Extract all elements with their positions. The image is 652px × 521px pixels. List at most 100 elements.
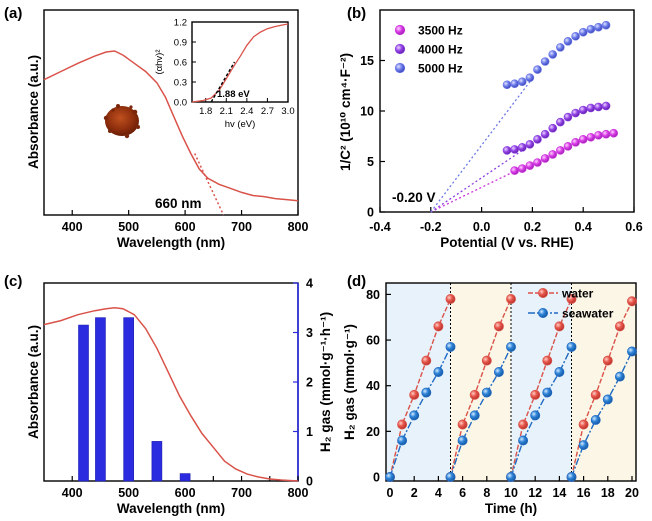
panel-d-legend-label: seawater: [562, 307, 614, 321]
inset-y-ticks: 0.0 0.3 0.6 0.9 1.2: [174, 18, 196, 109]
panel-d-x-tick-label: 12: [528, 486, 542, 500]
panel-d-x-tick-label: 0: [387, 486, 394, 500]
panel-a-x-tick-label: 500: [118, 220, 139, 234]
panel-d: (d) 0 2 4 6 8 10 12 14 16 18 20 0 20 40 60 80 Time (h)…: [342, 273, 639, 516]
inset-y-label: (αhv)²: [154, 49, 165, 74]
panel-b-x-label: Potential (V vs. RHE): [440, 235, 574, 250]
panel-d-data-point: [506, 472, 516, 482]
panel-c-right-y-tick-label: 1: [306, 425, 313, 439]
panel-b-data-points: [502, 20, 618, 175]
panel-b-data-point: [571, 138, 580, 147]
panel-c-right-y-ticks: 0 1 2 3 4: [293, 277, 313, 489]
panel-c-x-tick-label: 400: [62, 486, 83, 500]
panel-d-legend-marker: [538, 288, 548, 298]
panel-b-y-label: 1/C² (10¹⁰ cm⁴·F⁻²): [338, 53, 353, 171]
panel-b-fit-lines: [430, 81, 531, 213]
panel-c-absorbance-line: [43, 307, 299, 482]
panel-d-data-point: [554, 321, 565, 332]
panel-b-data-point: [548, 123, 558, 133]
inset-x-tick-label: 2.7: [261, 106, 274, 117]
panel-b-label: (b): [347, 5, 366, 22]
panel-a-x-label: Wavelength (nm): [117, 235, 225, 250]
inset-y-tick-label: 0.6: [174, 58, 187, 69]
panel-d-data-point: [469, 410, 480, 421]
panel-d-y-tick-label: 20: [366, 425, 380, 439]
panel-d-data-point: [554, 367, 565, 377]
panel-c-right-y-tick-label: 4: [306, 277, 313, 291]
panel-a-inset: 1.8 2.1 2.4 2.7 3.0 0.00.30.60.91.2 hv (eV) …: [154, 18, 295, 131]
panel-b-data-point: [525, 73, 535, 82]
panel-d-data-point: [433, 367, 444, 377]
panel-d-x-tick-label: 6: [459, 486, 466, 500]
panel-d-x-tick-label: 20: [625, 486, 639, 500]
panel-b-data-point: [510, 145, 519, 154]
panel-b-legend-label: 4000 Hz: [418, 43, 463, 57]
panel-d-data-point: [566, 294, 577, 304]
panel-d-data-point: [445, 341, 456, 352]
panel-b-legend-marker: [394, 43, 406, 55]
panel-a-x-tick-label: 400: [62, 220, 83, 234]
panel-b-x-tick-label: 0.4: [575, 220, 592, 234]
panel-c-right-y-label: H₂ gas (mmol·g⁻¹·h⁻¹): [318, 312, 333, 452]
panel-a-absorbance-line: [43, 50, 299, 202]
panel-d-data-point: [385, 472, 395, 482]
panel-b-data-point: [601, 20, 611, 30]
panel-d-data-point: [530, 410, 541, 421]
panel-d-data-point: [518, 435, 529, 446]
panel-b-data-point: [563, 112, 573, 122]
panel-c-bar: [78, 324, 89, 482]
panel-b-legend: 3500 Hz 4000 Hz 5000 Hz: [394, 24, 463, 76]
panel-d-data-point: [578, 440, 589, 450]
panel-d-y-tick-label: 0: [373, 471, 380, 485]
panel-b-fit-line: [430, 167, 523, 213]
panel-d-data-point: [566, 472, 577, 482]
panel-d-data-point: [457, 419, 468, 430]
panel-d-data-point: [627, 296, 637, 307]
panel-c-bars: [78, 317, 191, 482]
panel-b-flatband-annotation: -0.20 V: [392, 190, 436, 205]
panel-b-data-point: [609, 128, 618, 138]
panel-d-series-line: [449, 298, 512, 478]
panel-b-x-tick-label: -0.2: [420, 220, 442, 234]
panel-d-legend-marker: [538, 308, 548, 318]
panel-b-y-tick-label: 0: [367, 206, 374, 220]
panel-b-data-point: [571, 108, 580, 118]
panel-d-series: [385, 294, 637, 482]
panel-b-legend-marker: [394, 62, 406, 74]
panel-b-y-ticks: 0 5 10 15: [360, 54, 385, 220]
panel-d-data-point: [530, 389, 541, 400]
panel-d-data-point: [614, 321, 625, 332]
panel-d-series-line: [510, 298, 573, 478]
panel-c-bar: [95, 317, 106, 482]
panel-b-data-point: [540, 57, 550, 66]
panel-b-data-point: [548, 150, 558, 159]
panel-c-label: (c): [4, 273, 22, 290]
panel-d-cycle-dividers: [450, 283, 572, 481]
panel-d-data-point: [469, 389, 480, 400]
panel-d-data-point: [506, 341, 516, 352]
panel-b-data-point: [586, 103, 596, 113]
panel-c-x-tick-label: 500: [118, 486, 139, 500]
panel-d-x-tick-label: 16: [577, 486, 591, 500]
panel-a-x-ticks: 400 500 600 700 800: [62, 210, 308, 234]
panel-b-x-ticks: -0.4 -0.2 0.0 0.2 0.4 0.6: [369, 207, 643, 234]
panel-d-data-point: [614, 371, 625, 382]
panel-b-data-point: [525, 161, 535, 170]
panel-c-x-tick-label: 800: [288, 486, 309, 500]
panel-b-y-tick-label: 15: [360, 54, 374, 68]
panel-b-data-point: [556, 146, 565, 155]
panel-a-x-tick-label: 600: [175, 220, 196, 234]
panel-d-y-tick-label: 40: [366, 379, 380, 393]
panel-b-data-point: [594, 22, 603, 32]
panel-b-data-point: [502, 146, 512, 155]
panel-b-y-tick-label: 5: [367, 155, 374, 169]
panel-d-x-tick-label: 10: [504, 486, 518, 500]
panel-c: (c) 400 500 600 700 800 0 1 2 3 4 Wavelength (nm…: [4, 273, 333, 516]
panel-b-data-point: [502, 80, 512, 90]
inset-x-tick-label: 2.1: [220, 106, 233, 117]
panel-b-data-point: [563, 37, 573, 46]
panel-b-fit-line: [430, 81, 531, 213]
panel-a-y-label: Absorbance (a.u.): [26, 55, 41, 169]
panel-b-data-point: [571, 31, 580, 41]
inset-y-tick-label: 1.2: [174, 18, 187, 29]
